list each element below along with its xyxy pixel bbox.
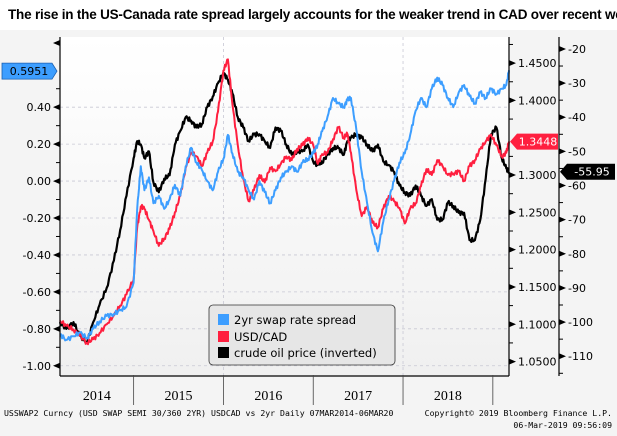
oil-axis: -20 -30 -40 -50 -60 -70 -80 -90 -100 -110 bbox=[559, 43, 593, 374]
last-value-badge-usdcad bbox=[510, 133, 558, 150]
series-line-usdcad bbox=[59, 58, 510, 346]
footer: USSWAP2 Curncy (USD SWAP SEMI 30/360 2YR… bbox=[4, 408, 612, 430]
usdcad-tick-marker bbox=[509, 172, 516, 179]
oil-tick-marker bbox=[559, 45, 566, 52]
left-tick-marker bbox=[53, 362, 60, 369]
footer-copyright: Copyright© 2019 Bloomberg Finance L.P. bbox=[425, 408, 612, 418]
left-tick-marker bbox=[53, 104, 60, 111]
left-axis: 0.40 0.20 0.00 -0.20 -0.40 -0.60 -0.80 -1.00 bbox=[23, 40, 60, 373]
left-tick-marker bbox=[53, 141, 60, 148]
usdcad-tick-label: 1.1500 bbox=[518, 281, 557, 294]
oil-tick-marker bbox=[559, 319, 566, 326]
usdcad-tick-label: 1.4500 bbox=[518, 57, 557, 70]
legend-swatch-usdcad bbox=[218, 331, 229, 342]
grid bbox=[60, 37, 509, 375]
usdcad-tick-marker bbox=[509, 321, 516, 328]
oil-tick-label: -20 bbox=[568, 43, 586, 56]
oil-tick-marker bbox=[559, 148, 566, 155]
left-tick-label: 0.20 bbox=[27, 138, 52, 151]
usdcad-tick-marker bbox=[509, 97, 516, 104]
footer-timestamp: 06-Mar-2019 09:56:09 bbox=[513, 420, 612, 430]
usdcad-tick-label: 1.4000 bbox=[518, 94, 557, 107]
usdcad-tick-marker bbox=[509, 209, 516, 216]
year-label: 2017 bbox=[344, 389, 372, 404]
legend: 2yr swap rate spread USD/CAD crude oil p… bbox=[208, 304, 396, 366]
left-tick-marker bbox=[53, 251, 60, 258]
legend-swatch-swap bbox=[218, 314, 229, 325]
oil-tick-label: -60 bbox=[568, 180, 586, 193]
oil-tick-label: -50 bbox=[568, 145, 586, 158]
oil-tick-marker bbox=[559, 182, 566, 189]
last-value-text-swap: 0.5951 bbox=[10, 65, 49, 78]
left-tick-label: 0.00 bbox=[27, 175, 52, 188]
x-axis: 2014 2015 2016 2017 2018 bbox=[83, 375, 494, 405]
usdcad-tick-label: 1.2000 bbox=[518, 244, 557, 257]
oil-tick-marker bbox=[559, 114, 566, 121]
last-value-badge-swap bbox=[1, 62, 58, 80]
usdcad-tick-marker bbox=[509, 60, 516, 67]
left-tick-marker bbox=[53, 325, 60, 332]
oil-tick-marker bbox=[559, 284, 566, 291]
left-tick-marker bbox=[53, 215, 60, 222]
oil-tick-label: -40 bbox=[568, 111, 586, 124]
last-value-badge-oil bbox=[560, 163, 615, 180]
left-tick-label: 0.40 bbox=[27, 101, 52, 114]
series-line-swap-spread bbox=[59, 70, 510, 342]
last-value-labels: 0.5951 1.3448 -55.95 bbox=[1, 62, 615, 180]
oil-tick-marker bbox=[559, 216, 566, 223]
usdcad-tick-marker bbox=[509, 283, 516, 290]
year-label: 2015 bbox=[165, 389, 193, 404]
oil-tick-marker bbox=[559, 353, 566, 360]
left-tick-label: -0.80 bbox=[23, 323, 51, 336]
last-value-text-usdcad: 1.3448 bbox=[519, 136, 558, 149]
usdcad-tick-marker bbox=[509, 358, 516, 365]
left-tick-label: -0.60 bbox=[23, 286, 51, 299]
left-tick-label: -0.40 bbox=[23, 249, 51, 262]
year-label: 2018 bbox=[434, 389, 462, 404]
usdcad-tick-label: 1.2500 bbox=[518, 206, 557, 219]
legend-label-oil: crude oil price (inverted) bbox=[234, 346, 377, 360]
series-layer bbox=[58, 58, 510, 346]
usdcad-axis: 1.4500 1.4000 1.3000 1.2500 1.2000 1.1500 1.10… bbox=[509, 43, 557, 369]
legend-swatch-oil bbox=[218, 347, 229, 358]
oil-tick-marker bbox=[559, 250, 566, 257]
year-label: 2014 bbox=[83, 389, 111, 404]
year-label: 2016 bbox=[254, 389, 282, 404]
oil-tick-label: -30 bbox=[568, 77, 586, 90]
chart-title: The rise in the US-Canada rate spread la… bbox=[8, 7, 617, 22]
oil-tick-label: -110 bbox=[568, 350, 593, 363]
series-line-crude-oil bbox=[58, 71, 510, 344]
usdcad-tick-label: 1.0500 bbox=[518, 356, 557, 369]
left-tick-marker bbox=[53, 178, 60, 185]
left-tick-marker bbox=[53, 288, 60, 295]
usdcad-tick-label: 1.3000 bbox=[518, 169, 557, 182]
left-tick-label: -0.20 bbox=[23, 212, 51, 225]
oil-tick-label: -80 bbox=[568, 248, 586, 261]
usdcad-tick-marker bbox=[509, 246, 516, 253]
legend-label-swap: 2yr swap rate spread bbox=[234, 313, 356, 327]
oil-tick-label: -70 bbox=[568, 214, 586, 227]
legend-label-usdcad: USD/CAD bbox=[234, 330, 287, 344]
oil-tick-marker bbox=[559, 80, 566, 87]
left-tick-label: -1.00 bbox=[23, 360, 51, 373]
usdcad-tick-label: 1.1000 bbox=[518, 318, 557, 331]
oil-tick-label: -90 bbox=[568, 282, 586, 295]
left-tick-marker bbox=[53, 40, 60, 46]
last-value-text-oil: -55.95 bbox=[574, 166, 609, 179]
footer-source: USSWAP2 Curncy (USD SWAP SEMI 30/360 2YR… bbox=[4, 408, 393, 418]
oil-tick-label: -100 bbox=[568, 316, 593, 329]
